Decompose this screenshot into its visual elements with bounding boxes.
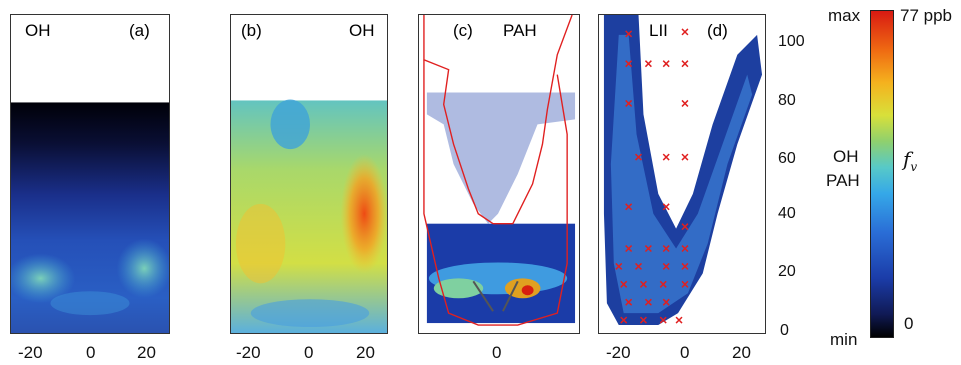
y-tick-0: 0 bbox=[780, 322, 789, 339]
colorbar-fv-label: fv bbox=[903, 147, 917, 174]
colorbar bbox=[870, 10, 894, 338]
panel-a-image bbox=[11, 102, 169, 333]
colorbar-min-label: min bbox=[830, 330, 858, 349]
x-tick-d-0: 0 bbox=[680, 343, 690, 362]
panel-d-species: LII bbox=[649, 21, 668, 40]
panel-b: (b) OH bbox=[230, 14, 388, 334]
panel-d-tag: (d) bbox=[707, 21, 728, 40]
y-tick-100: 100 bbox=[778, 33, 805, 50]
y-tick-80: 80 bbox=[778, 92, 796, 109]
panel-b-species: OH bbox=[349, 21, 375, 40]
x-tick-b-0: 0 bbox=[304, 343, 314, 362]
fv-symbol: f bbox=[903, 147, 911, 171]
panel-a-species: OH bbox=[25, 21, 51, 40]
flame-contour bbox=[423, 15, 573, 225]
measurement-crosses bbox=[615, 28, 689, 324]
colorbar-max-label: max bbox=[828, 6, 861, 25]
fv-subscript: v bbox=[910, 160, 918, 174]
panel-a-tag: (a) bbox=[129, 21, 150, 40]
colorbar-species-pah: PAH bbox=[826, 171, 860, 190]
panel-c-tag: (c) bbox=[453, 21, 473, 40]
x-tick-b-neg20: -20 bbox=[236, 343, 261, 362]
x-tick-a-0: 0 bbox=[86, 343, 96, 362]
colorbar-min-value: 0 bbox=[904, 314, 914, 333]
panel-c-image bbox=[423, 15, 576, 326]
panel-d: LII (d) bbox=[598, 14, 766, 334]
panel-d-image bbox=[603, 15, 763, 326]
y-tick-40: 40 bbox=[778, 205, 796, 222]
x-tick-d-20: 20 bbox=[732, 343, 751, 362]
panel-c-species: PAH bbox=[503, 21, 537, 40]
colorbar-species-oh: OH bbox=[833, 147, 859, 166]
y-tick-20: 20 bbox=[778, 263, 796, 280]
colorbar-max-value: 77 ppb bbox=[900, 6, 952, 25]
y-tick-60: 60 bbox=[778, 150, 796, 167]
panel-a: OH (a) bbox=[10, 14, 170, 334]
x-tick-c-0: 0 bbox=[492, 343, 502, 362]
x-tick-d-neg20: -20 bbox=[606, 343, 631, 362]
panel-c: (c) PAH bbox=[418, 14, 580, 334]
panel-b-image bbox=[231, 99, 387, 333]
panel-b-tag: (b) bbox=[241, 21, 262, 40]
x-tick-a-20: 20 bbox=[137, 343, 156, 362]
x-tick-b-20: 20 bbox=[356, 343, 375, 362]
x-tick-a-neg20: -20 bbox=[18, 343, 43, 362]
